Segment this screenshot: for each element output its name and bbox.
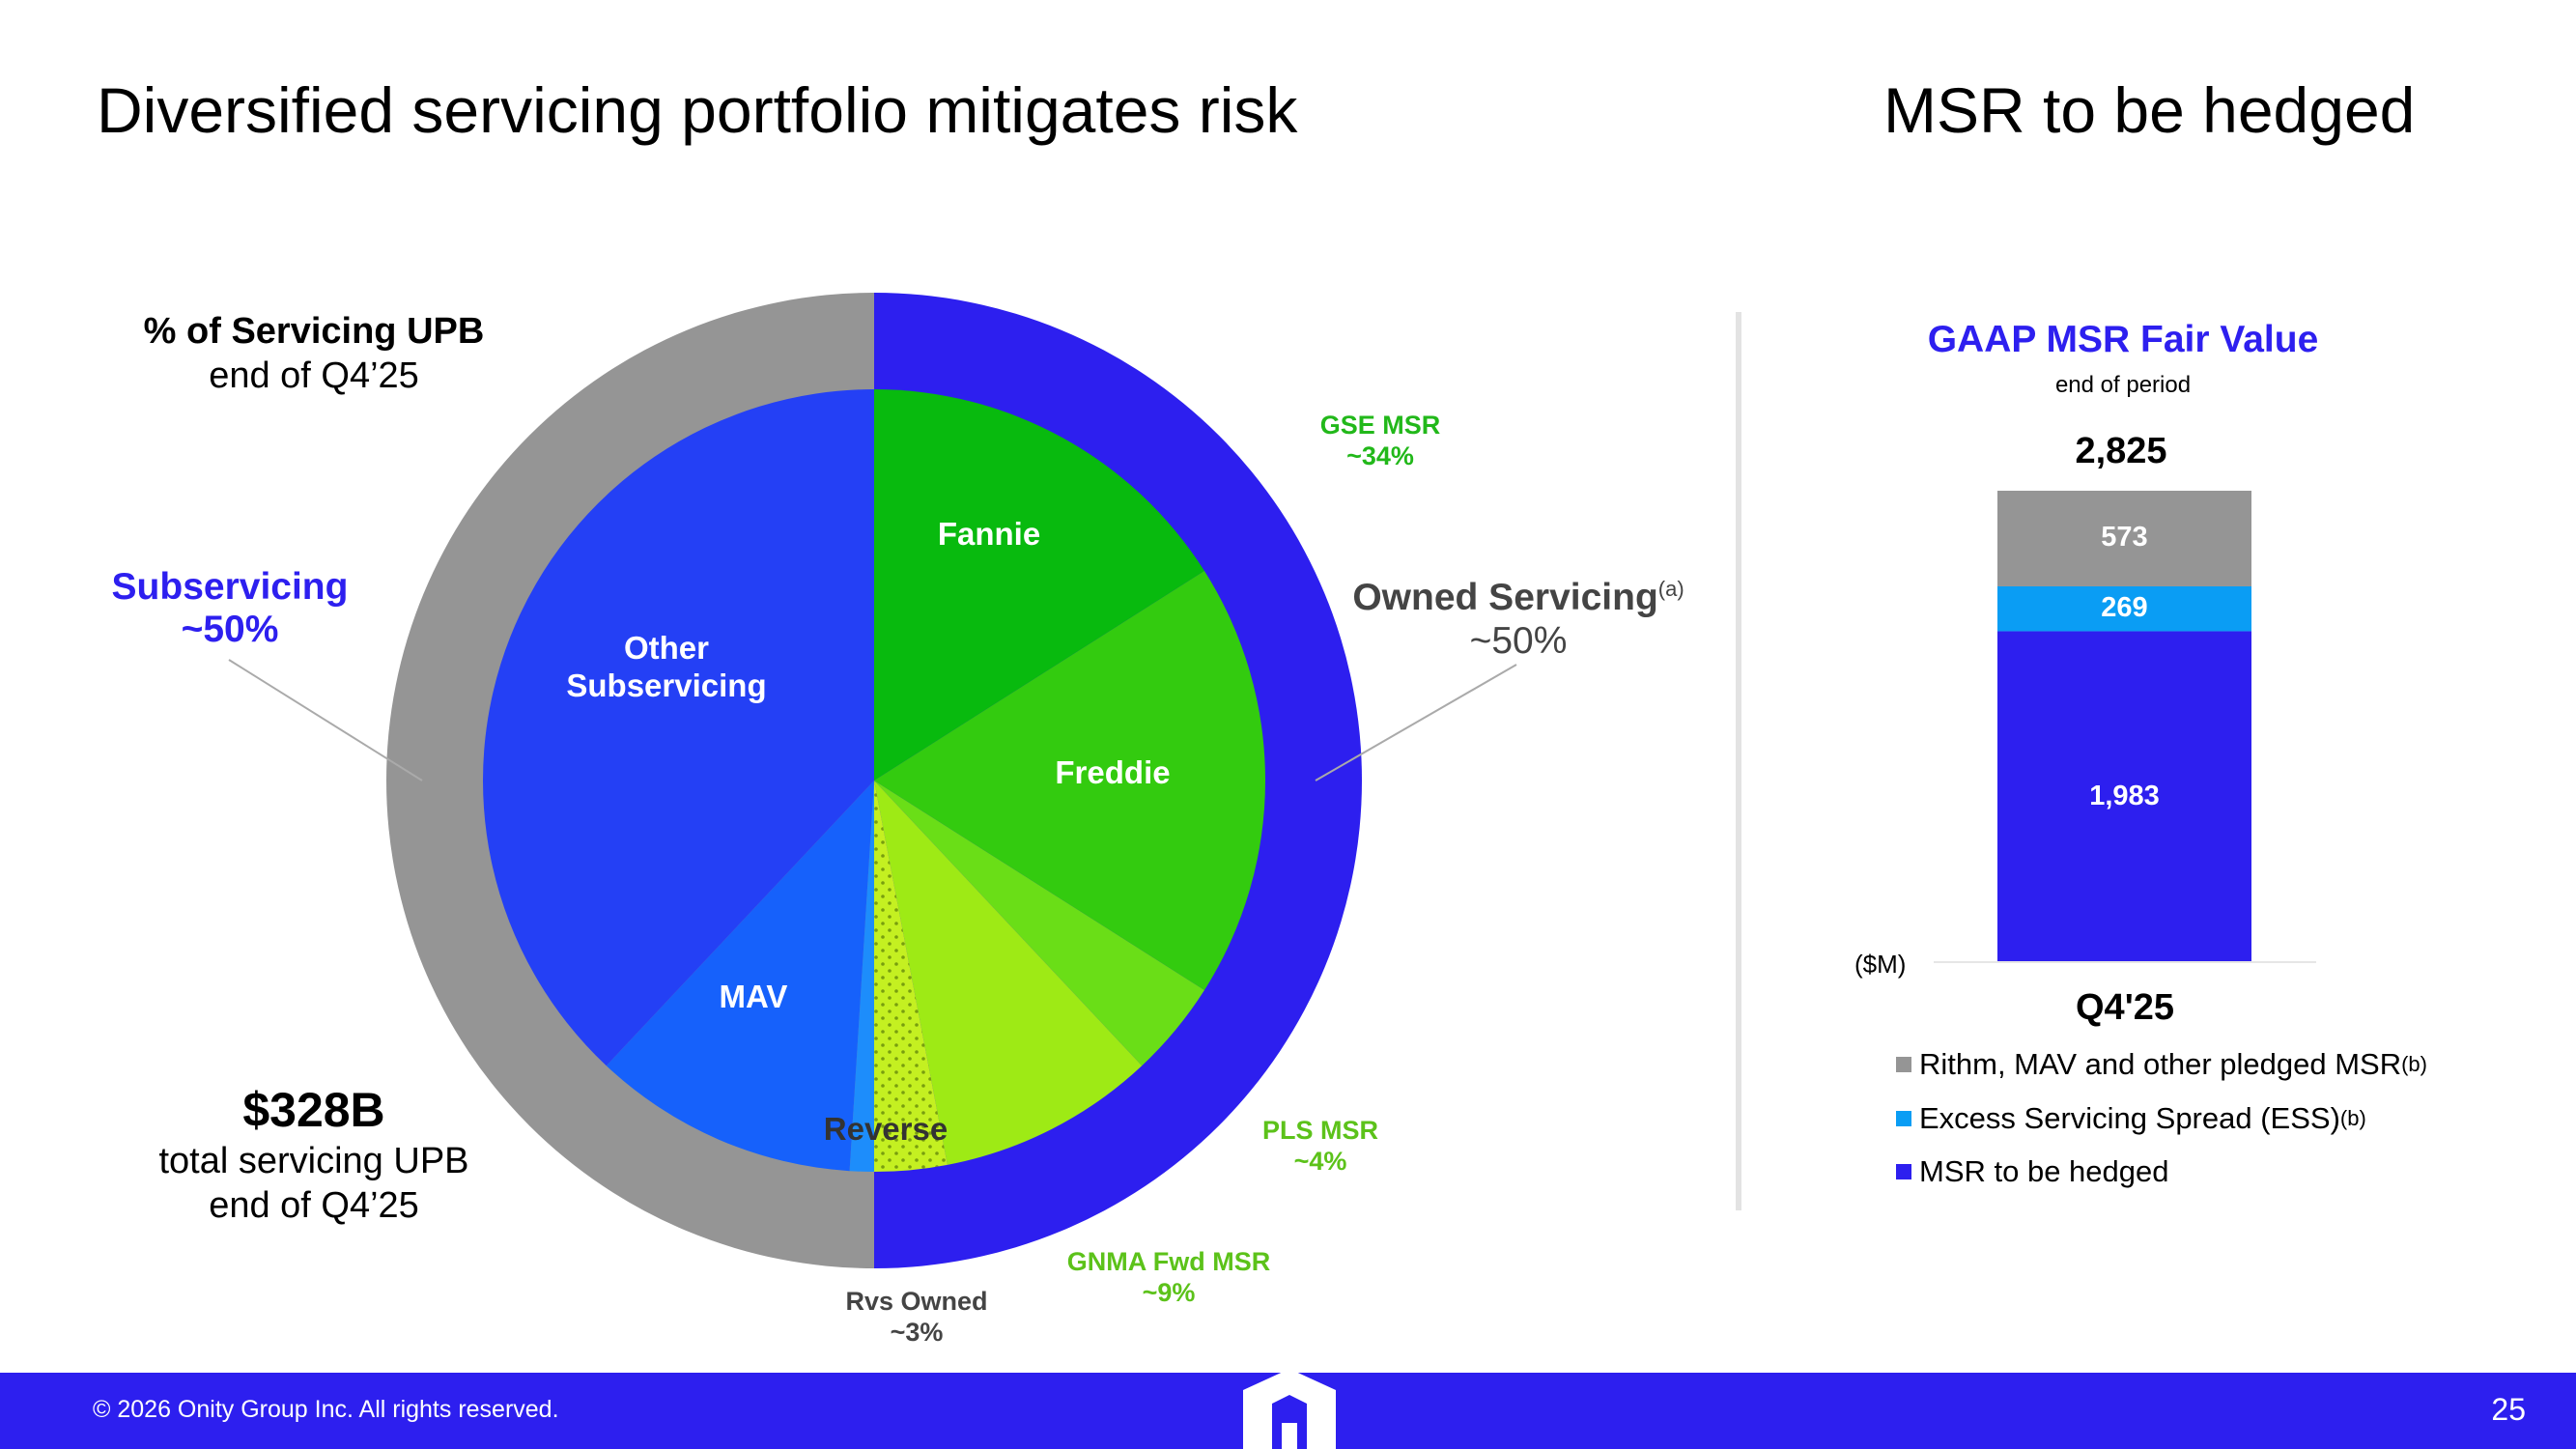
page-number: 25 — [2491, 1392, 2526, 1427]
footer-copyright: © 2026 Onity Group Inc. All rights reser… — [93, 1396, 559, 1423]
pie-slice-pls — [874, 781, 1204, 1066]
bar-y-unit-label: ($M) — [1854, 950, 1907, 979]
bar-total-label: 2,825 — [2075, 431, 2167, 471]
bar-segment-excess-servicing-spread-ess — [1997, 585, 2251, 632]
footer-bar: © 2026 Onity Group Inc. All rights reser… — [0, 1369, 2576, 1449]
legend-swatch-blue — [1896, 1164, 1911, 1179]
pie-slice-other-subservicing — [482, 389, 874, 1066]
pie-slice-fannie — [874, 389, 1204, 781]
bar-segment-rithm-mav-and-other-pledged-msr — [1997, 491, 2251, 586]
msr-bar-chart — [1934, 491, 2316, 963]
subservicing-leader-line — [228, 659, 423, 781]
gnma-fwd-msr-callout: GNMA Fwd MSR ~9% — [1066, 1247, 1271, 1307]
pie-slice-freddie — [874, 570, 1265, 991]
bar-data-label: 1,983 — [2089, 780, 2160, 811]
slice-label-reverse: Reverse — [823, 1111, 948, 1147]
slice-label-fannie: Fannie — [937, 516, 1041, 552]
gse-msr-callout: GSE MSR ~34% — [1319, 411, 1441, 470]
house-logo-icon — [1243, 1369, 1336, 1449]
total-upb-label: total servicing UPB — [158, 1141, 469, 1181]
legend-item-pledged-msr: Rithm, MAV and other pledged MSR (b) — [1896, 1045, 2427, 1084]
pie-slice-reverse — [849, 781, 874, 1173]
bar-category-label: Q4'25 — [2076, 987, 2174, 1028]
legend-item-ess: Excess Servicing Spread (ESS) (b) — [1896, 1099, 2366, 1138]
slice-label-other-subservicing: Other Subservicing — [566, 630, 767, 703]
page-title-right: MSR to be hedged — [1883, 74, 2416, 146]
bar-data-label: 573 — [2101, 522, 2148, 554]
owned-servicing-callout: Owned Servicing(a) ~50% — [1352, 577, 1684, 662]
subservicing-callout: Subservicing ~50% — [111, 566, 349, 650]
legend-swatch-gray — [1896, 1057, 1911, 1072]
bar-segment-msr-to-be-hedged — [1997, 631, 2251, 962]
pie-slice-gnma-fwd — [874, 781, 1143, 1165]
total-upb-period: end of Q4’25 — [209, 1185, 419, 1226]
pls-msr-callout: PLS MSR ~4% — [1261, 1116, 1379, 1176]
slice-label-mav: MAV — [719, 979, 788, 1014]
pie-title: % of Servicing UPB — [143, 311, 485, 352]
bar-title: GAAP MSR Fair Value — [1927, 319, 2319, 360]
section-divider — [1736, 312, 1741, 1210]
legend-item-msr-hedged: MSR to be hedged — [1896, 1152, 2169, 1191]
reverse-dot-overlay — [874, 781, 948, 1172]
total-upb-value: $328B — [242, 1083, 385, 1137]
bar-data-label: 269 — [2101, 592, 2148, 624]
pie-slice-mav — [606, 781, 874, 1172]
bar-subtitle: end of period — [2054, 372, 2192, 398]
legend-swatch-light-blue — [1896, 1111, 1911, 1126]
inner-slices — [482, 389, 1265, 1173]
owned-leader-line — [1315, 664, 1517, 781]
pie-subtitle: end of Q4’25 — [209, 355, 419, 396]
slice-label-freddie: Freddie — [1055, 754, 1171, 790]
servicing-pie-chart — [228, 293, 1517, 1268]
page-title-left: Diversified servicing portfolio mitigate… — [97, 74, 1298, 146]
rvs-owned-callout: Rvs Owned ~3% — [845, 1287, 988, 1347]
